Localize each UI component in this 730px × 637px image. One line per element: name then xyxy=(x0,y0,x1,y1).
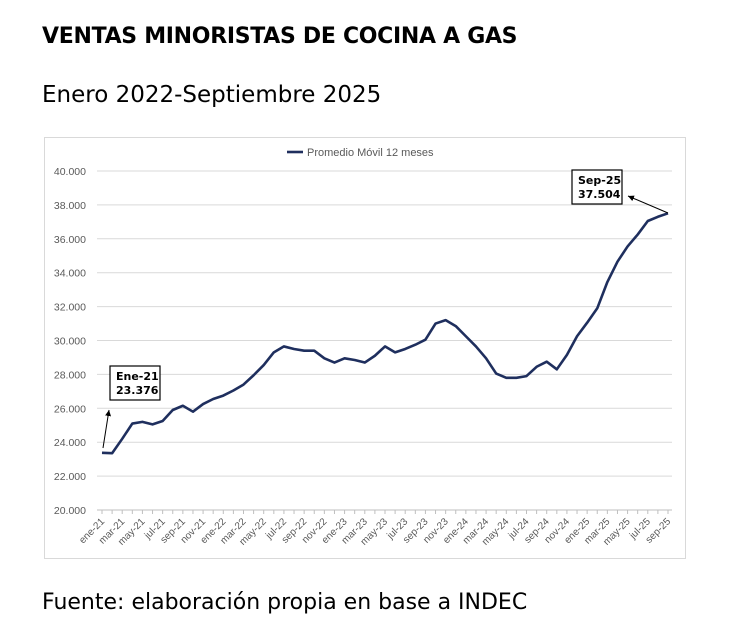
y-tick-label: 22.000 xyxy=(54,471,86,483)
series-line xyxy=(101,212,669,455)
annotation-label: Sep-25 xyxy=(578,174,621,187)
annotation-value: 23.376 xyxy=(116,384,159,397)
y-tick-label: 30.000 xyxy=(54,336,86,348)
y-tick-label: 38.000 xyxy=(54,200,86,212)
annotation-value: 37.504 xyxy=(578,188,621,201)
y-tick-label: 40.000 xyxy=(54,166,86,178)
y-tick-label: 20.000 xyxy=(54,505,86,517)
annotation-label: Ene-21 xyxy=(116,370,159,383)
annotation-arrow xyxy=(102,409,112,449)
legend-label: Promedio Móvil 12 meses xyxy=(307,147,434,159)
y-tick-label: 28.000 xyxy=(54,369,86,381)
y-tick-label: 24.000 xyxy=(54,437,86,449)
page-subtitle: Enero 2022-Septiembre 2025 xyxy=(42,82,382,108)
annotation-arrow xyxy=(627,195,669,214)
annotation-box xyxy=(109,365,161,401)
annotation-box xyxy=(571,169,623,205)
source-note: Fuente: elaboración propia en base a IND… xyxy=(42,590,528,615)
y-tick-label: 26.000 xyxy=(54,403,86,415)
chart-frame xyxy=(44,137,686,559)
y-tick-label: 34.000 xyxy=(54,268,86,280)
page-title: VENTAS MINORISTAS DE COCINA A GAS xyxy=(42,24,518,49)
y-tick-label: 36.000 xyxy=(54,234,86,246)
y-tick-label: 32.000 xyxy=(54,302,86,314)
